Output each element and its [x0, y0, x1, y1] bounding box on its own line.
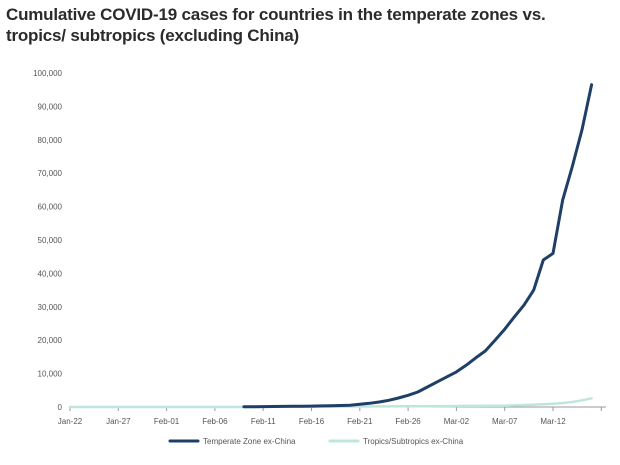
y-tick-label: 80,000 [38, 136, 63, 145]
x-tick-label: Mar-07 [492, 417, 518, 426]
y-tick-label: 90,000 [38, 102, 63, 111]
chart-title: Cumulative COVID-19 cases for countries … [6, 5, 546, 45]
x-tick-label: Jan-27 [106, 417, 131, 426]
x-tick-label: Jan-22 [58, 417, 83, 426]
legend-label-0: Temperate Zone ex-China [203, 437, 296, 446]
y-tick-label: 40,000 [38, 269, 63, 278]
y-tick-label: 0 [58, 403, 63, 412]
x-tick-label: Mar-12 [540, 417, 566, 426]
x-tick-label: Mar-02 [444, 417, 470, 426]
y-axis: 0 10,000 20,000 30,000 40,000 50,000 60,000 70,… [33, 69, 62, 412]
series-line-0 [242, 83, 594, 409]
legend-label-1: Tropics/Subtropics ex-China [363, 437, 464, 446]
x-tick-label: Feb-26 [395, 417, 421, 426]
y-tick-label: 100,000 [33, 69, 62, 78]
y-tick-label: 20,000 [38, 336, 63, 345]
y-tick-label: 30,000 [38, 303, 63, 312]
x-tick-label: Feb-11 [251, 417, 276, 426]
y-tick-label: 70,000 [38, 169, 63, 178]
y-tick-label: 10,000 [38, 370, 63, 379]
x-tick-label: Feb-21 [347, 417, 373, 426]
legend: Temperate Zone ex-China Tropics/Subtropic… [168, 437, 464, 446]
x-tick-label: Feb-01 [154, 417, 180, 426]
y-tick-label: 50,000 [38, 236, 63, 245]
x-tick-label: Feb-16 [299, 417, 325, 426]
x-tick-label: Feb-06 [202, 417, 228, 426]
y-tick-label: 60,000 [38, 203, 63, 212]
series-lines [68, 83, 594, 409]
x-axis: Jan-22 Jan-27 Feb-01 Feb-06 Feb-11 Feb-16 Feb-… [58, 406, 606, 426]
